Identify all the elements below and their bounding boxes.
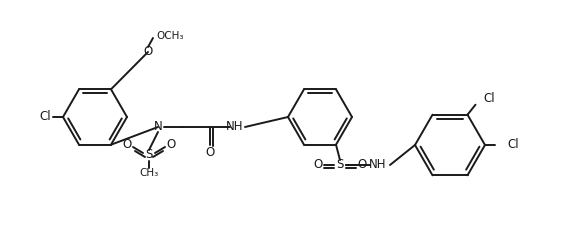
Text: CH₃: CH₃ [140, 168, 159, 178]
Text: Cl: Cl [507, 138, 519, 151]
Text: O: O [166, 138, 175, 151]
Text: S: S [145, 148, 153, 161]
Text: S: S [336, 159, 344, 172]
Text: N: N [153, 121, 162, 134]
Text: O: O [122, 138, 132, 151]
Text: OCH₃: OCH₃ [156, 31, 183, 41]
Text: NH: NH [369, 159, 387, 172]
Text: Cl: Cl [484, 92, 495, 105]
Text: Cl: Cl [39, 110, 51, 123]
Text: O: O [143, 46, 153, 59]
Text: O: O [313, 159, 323, 172]
Text: O: O [205, 146, 215, 159]
Text: NH: NH [226, 121, 243, 134]
Text: O: O [357, 159, 366, 172]
